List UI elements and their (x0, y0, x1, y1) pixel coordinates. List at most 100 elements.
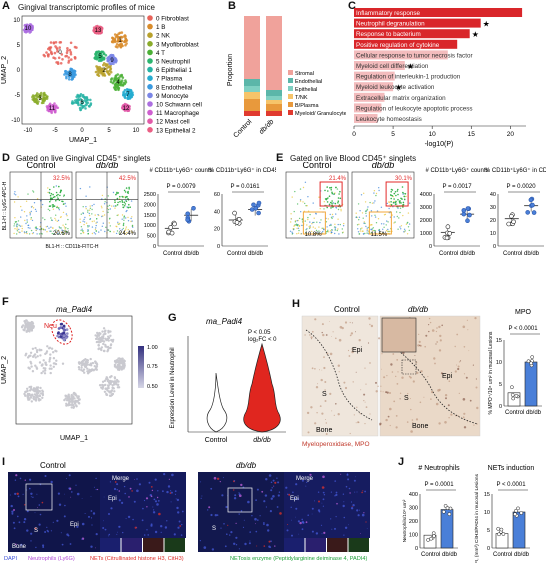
panel-d-title: Gated on live Gingival CD45⁺ singlets (16, 154, 151, 163)
panel-c-chart: Inflammatory response Neutrophil degranul… (352, 8, 526, 148)
legend-label: 8 Endothelial (156, 84, 192, 91)
b-bar-segment (244, 92, 260, 99)
c-bar-label: Myeloid cell differentiation (356, 63, 429, 70)
dot-plot-title: % CD11b⁺Ly6G⁺ in CD45⁺ (485, 167, 546, 174)
i-bone-label: Bone (12, 544, 27, 550)
b-legend-swatch (288, 86, 293, 91)
c-xtick: 0 (352, 131, 356, 138)
flow-y-axis: BL1-H :: Ly6G-APC-H (2, 181, 8, 230)
j-point (447, 512, 452, 516)
b-bar-segment (244, 86, 260, 92)
h-ytick: 0 (499, 404, 502, 410)
i-channel-strip (305, 538, 326, 552)
i-dbdb-title: db/db (236, 461, 257, 470)
h-point (529, 361, 533, 366)
c-star: ★ (483, 20, 490, 29)
i-merge-label-2: Merge (296, 476, 314, 482)
c-bar-label: Inflammatory response (356, 10, 421, 17)
panel-a-title: Gingival transcriptomic profiles of mice (18, 3, 155, 12)
a-xtick: 0 (80, 128, 84, 134)
i-channel-strip (284, 538, 305, 552)
legend-label: 5 Neutrophil (156, 59, 190, 66)
b-legend-label: Epithelial (295, 87, 317, 93)
a-ytick: 0 (17, 68, 21, 74)
b-legend-label: Endothelial (295, 79, 322, 85)
i-control-image (8, 472, 100, 552)
panel-letter-e: E (276, 152, 284, 164)
i-legend-item: DAPI (4, 556, 18, 562)
h-epi-label: Epi (352, 347, 363, 354)
b-bar-segment (266, 16, 282, 90)
data-point (525, 210, 530, 215)
panel-e-title: Gated on live Blood CD45⁺ singlets (290, 154, 417, 163)
f-colorbar (138, 346, 144, 388)
j-ytick: 100 (409, 533, 418, 539)
dot-plot-ytick: 1000 (420, 231, 432, 237)
dot-plot-ytick: 30 (490, 205, 496, 211)
c-bar-label: Regulation of leukocyte apoptotic proces… (356, 105, 473, 112)
h-plot-p: P < 0.0001 (508, 326, 538, 332)
i-s-label: S (34, 528, 38, 534)
b-xtick: db/db (258, 118, 275, 135)
b-bar-segment (266, 96, 282, 100)
h-xlabel: Control db/db (505, 410, 542, 416)
panel-letter-a: A (2, 0, 10, 12)
j-plot-p: P = 0.0001 (424, 482, 454, 488)
b-legend-swatch (288, 70, 293, 75)
c-bar-label: Regulation of interleukin-1 production (356, 74, 461, 81)
c-bar (354, 82, 394, 92)
data-point (191, 205, 196, 211)
dot-plot-p: P = 0.0017 (442, 184, 472, 190)
dot-plot-ytick: 0 (217, 244, 220, 250)
h-point (510, 393, 515, 397)
h-ytick: 5 (499, 382, 502, 388)
h-point (514, 394, 519, 398)
c-xtick: 20 (507, 131, 515, 138)
f-scale-1: 1.00 (147, 345, 158, 351)
j-point (432, 534, 436, 538)
b-xtick: Control (232, 118, 253, 139)
c-bar-label: Response to bacterium (356, 31, 421, 38)
i-channel-strip (143, 538, 164, 552)
legend-swatch (147, 15, 153, 21)
panel-b-chart: Proportion Control db/db Stromal Endotheli… (227, 16, 346, 139)
j-ytick: 5 (487, 528, 490, 534)
h-ytick: 10 (496, 360, 502, 366)
c-bar (354, 61, 405, 70)
panel-letter-f: F (2, 296, 9, 308)
data-point (467, 212, 472, 218)
cluster-number: 2 (102, 68, 106, 74)
g-ylabel: Expression Level in Neutrophil (170, 347, 176, 428)
dot-plot-ytick: 4000 (420, 192, 432, 198)
legend-label: 6 Epithelial 1 (156, 67, 193, 74)
data-point (447, 231, 452, 236)
violin-dbdb (243, 342, 281, 433)
c-xtick: 10 (429, 131, 437, 138)
h-point (526, 359, 531, 364)
j-point (499, 527, 504, 532)
c-bar-label: Positive regulation of cytokine (356, 42, 440, 49)
a-ytick: -5 (15, 93, 21, 99)
data-point (232, 210, 237, 216)
j-ytick: 0 (415, 546, 418, 552)
data-point (234, 220, 240, 225)
data-point (506, 221, 511, 227)
j-ylabel: MFI, (mm²) CitH3/PADI4 in mucosal Lesion… (474, 473, 480, 563)
j-point (429, 536, 433, 541)
j-point (496, 526, 501, 531)
b-legend-swatch (288, 78, 293, 83)
i-control-title: Control (40, 461, 66, 470)
data-point (530, 202, 535, 208)
c-bar (354, 114, 378, 123)
dot-plot-p: P = 0.0020 (506, 184, 536, 190)
cluster-number: 13 (95, 28, 102, 34)
dot-plot-ytick: 1000 (144, 223, 156, 229)
a-xtick: -5 (52, 128, 58, 134)
h-control-image (301, 315, 379, 437)
dot-plot-ytick: 0 (429, 244, 432, 250)
dot-plot-ytick: 10 (490, 231, 496, 237)
j-point (441, 509, 446, 514)
b-bar-segment (244, 79, 260, 86)
panel-i-figure: Control db/db Merge Merge Epi Epi Epi S … (4, 461, 370, 562)
panel-letter-g: G (168, 312, 177, 324)
